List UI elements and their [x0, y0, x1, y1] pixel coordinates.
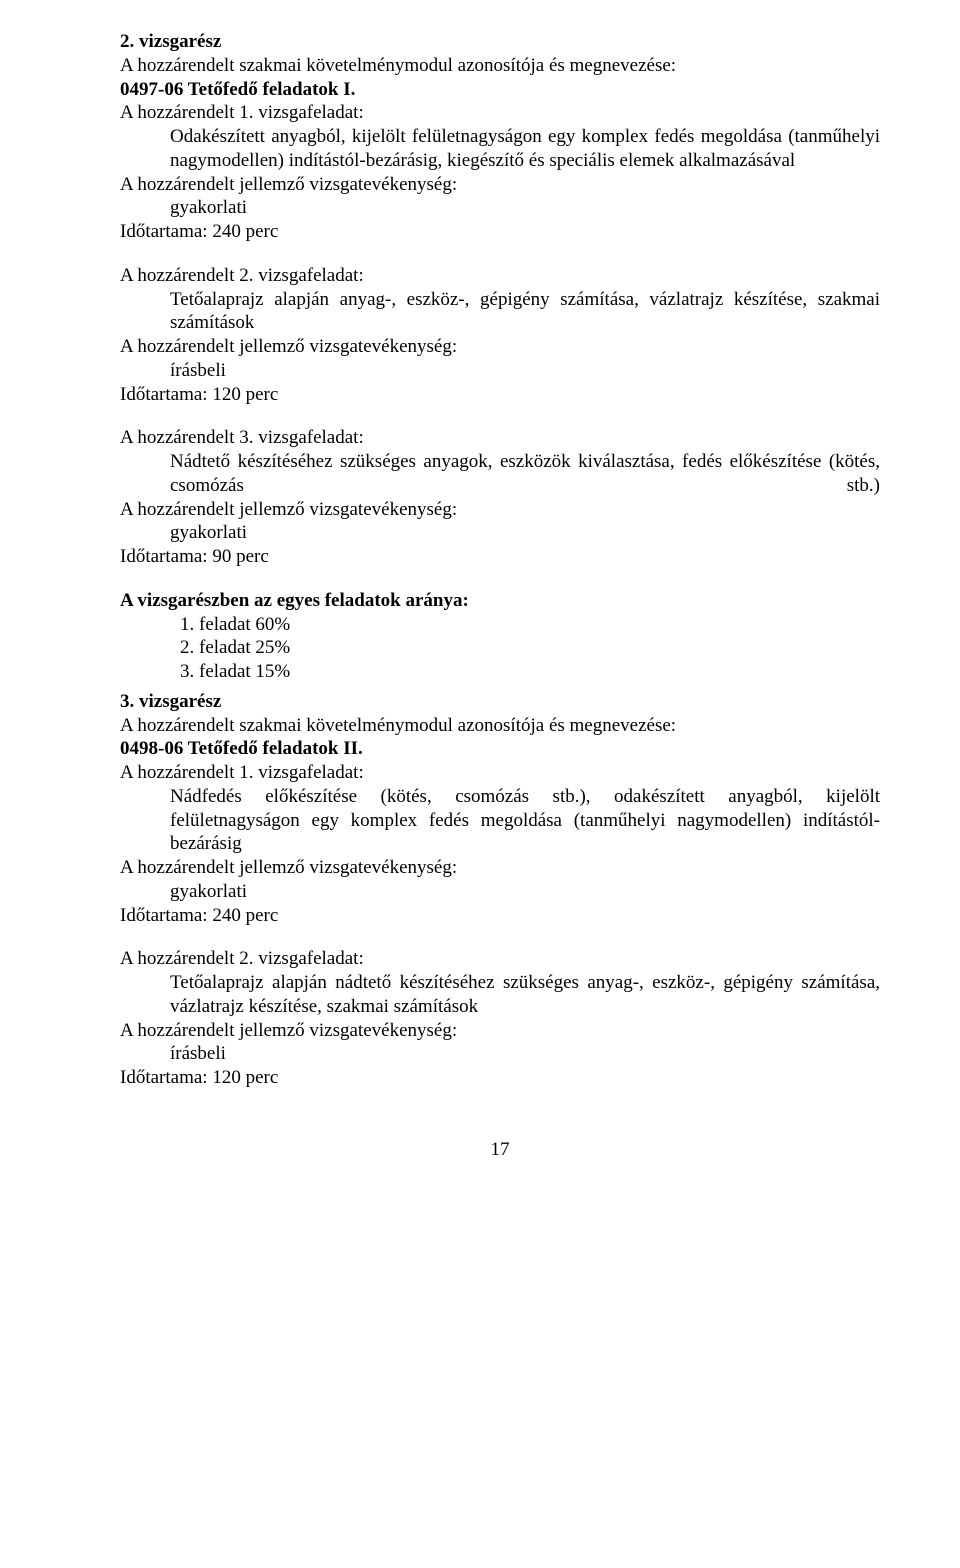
p2-t3-desc-line1: Nádtető készítéséhez szükséges anyagok, … [120, 450, 880, 498]
p2-t1-title: A hozzárendelt 1. vizsgafeladat: [120, 101, 880, 125]
p3-t2-duration: Időtartama: 120 perc [120, 1066, 880, 1090]
part2-module-intro: A hozzárendelt szakmai követelménymodul … [120, 54, 880, 78]
p3-t2-title: A hozzárendelt 2. vizsgafeladat: [120, 947, 880, 971]
p2-t3-activity-label: A hozzárendelt jellemző vizsgatevékenysé… [120, 498, 880, 522]
p3-t1-desc: Nádfedés előkészítése (kötés, csomózás s… [120, 785, 880, 856]
p2-t1-activity: gyakorlati [120, 196, 880, 220]
p3-t1-activity-label: A hozzárendelt jellemző vizsgatevékenysé… [120, 856, 880, 880]
p2-t2-activity-label: A hozzárendelt jellemző vizsgatevékenysé… [120, 335, 880, 359]
p2-t2-desc: Tetőalaprajz alapján anyag-, eszköz-, gé… [120, 288, 880, 336]
page-number: 17 [120, 1138, 880, 1162]
gap [120, 569, 880, 589]
p2-t1-desc: Odakészített anyagból, kijelölt felületn… [120, 125, 880, 173]
p2-t3-activity: gyakorlati [120, 521, 880, 545]
p2-t1-activity-label: A hozzárendelt jellemző vizsgatevékenysé… [120, 173, 880, 197]
p2-ratio-heading: A vizsgarészben az egyes feladatok arány… [120, 589, 880, 613]
p3-t2-activity: írásbeli [120, 1042, 880, 1066]
document-page: 2. vizsgarész A hozzárendelt szakmai köv… [0, 0, 960, 1221]
p2-t2-activity: írásbeli [120, 359, 880, 383]
p3-t1-duration: Időtartama: 240 perc [120, 904, 880, 928]
part2-heading: 2. vizsgarész [120, 30, 880, 54]
p2-t3-duration: Időtartama: 90 perc [120, 545, 880, 569]
p2-ratio-item-3: 3. feladat 15% [120, 660, 880, 684]
p2-t3-title: A hozzárendelt 3. vizsgafeladat: [120, 426, 880, 450]
p3-t2-desc: Tetőalaprajz alapján nádtető készítéséhe… [120, 971, 880, 1019]
p3-t1-activity: gyakorlati [120, 880, 880, 904]
p2-t1-duration: Időtartama: 240 perc [120, 220, 880, 244]
p2-t2-duration: Időtartama: 120 perc [120, 383, 880, 407]
p3-t1-title: A hozzárendelt 1. vizsgafeladat: [120, 761, 880, 785]
part3-module-code: 0498-06 Tetőfedő feladatok II. [120, 737, 880, 761]
part2-module-code: 0497-06 Tetőfedő feladatok I. [120, 78, 880, 102]
p2-t2-title: A hozzárendelt 2. vizsgafeladat: [120, 264, 880, 288]
p2-ratio-item-1: 1. feladat 60% [120, 613, 880, 637]
p2-ratio-item-2: 2. feladat 25% [120, 636, 880, 660]
gap [120, 244, 880, 264]
gap [120, 927, 880, 947]
gap [120, 406, 880, 426]
p3-t2-activity-label: A hozzárendelt jellemző vizsgatevékenysé… [120, 1019, 880, 1043]
part3-heading: 3. vizsgarész [120, 690, 880, 714]
part3-module-intro: A hozzárendelt szakmai követelménymodul … [120, 714, 880, 738]
